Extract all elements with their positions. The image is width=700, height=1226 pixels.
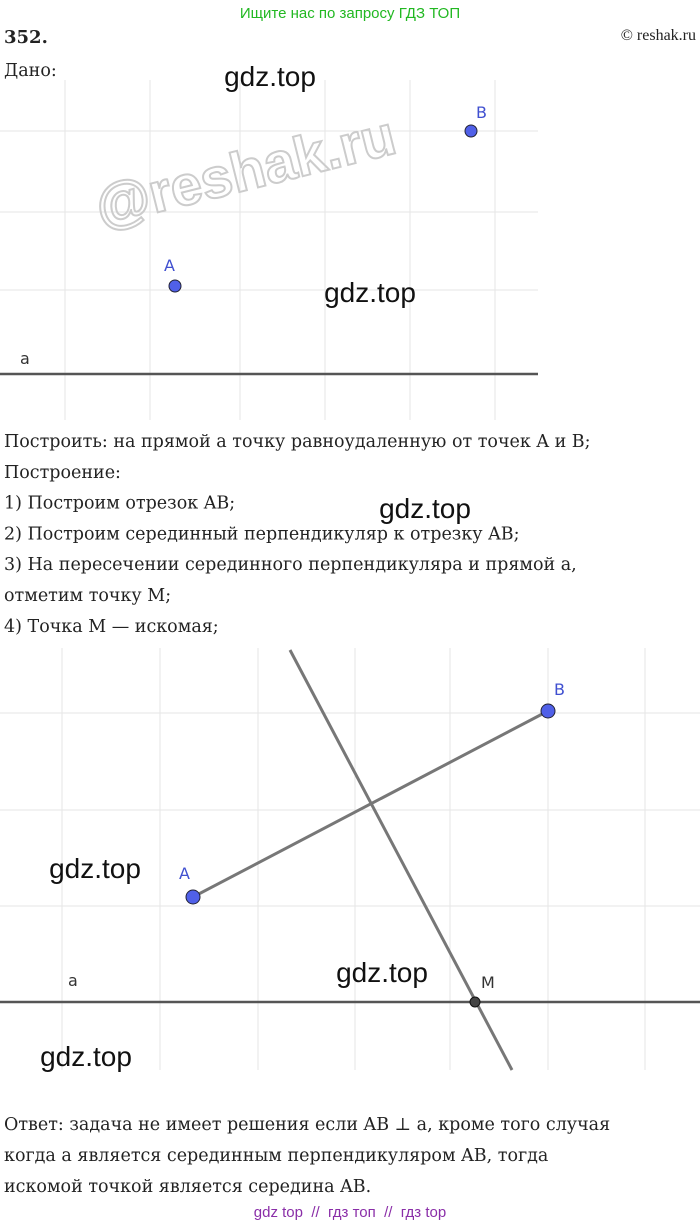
footer: gdz top // гдз топ // гдз top xyxy=(254,1204,446,1221)
text-line: 2) Построим серединный перпендикуляр к о… xyxy=(4,524,520,544)
watermark: gdz.top xyxy=(324,277,416,308)
label-b: B xyxy=(476,103,487,122)
banner: Ищите нас по запросу ГДЗ ТОП xyxy=(240,5,460,22)
construction-text: Построить: на прямой a точку равноудален… xyxy=(4,432,591,637)
point-a xyxy=(168,279,182,293)
grid xyxy=(0,80,538,420)
grid xyxy=(0,648,700,1070)
point-b xyxy=(540,703,556,719)
watermarks: gdz.top gdz.top gdz.top gdz.top gdz.top gdz.t… xyxy=(40,61,471,1072)
label-a: A xyxy=(164,256,175,275)
label-line: a xyxy=(68,971,78,990)
label-b: B xyxy=(554,680,565,699)
text-line: 3) На пересечении серединного перпендику… xyxy=(4,555,577,575)
label-a: A xyxy=(179,864,190,883)
watermark: gdz.top xyxy=(224,61,316,92)
logo-watermark: @reshak.ru xyxy=(89,103,402,238)
text-line: 4) Точка M — искомая; xyxy=(4,617,219,637)
text-line: отметим точку M; xyxy=(4,586,171,606)
watermark: gdz.top xyxy=(40,1041,132,1072)
text-line: Ответ: задача не имеет решения если AB ⊥… xyxy=(4,1115,610,1135)
text-line: 1) Построим отрезок AB; xyxy=(4,494,235,514)
label-line: a xyxy=(20,349,30,368)
point-b xyxy=(464,124,478,138)
watermark: gdz.top xyxy=(379,493,471,524)
point-a xyxy=(185,889,201,905)
given-label: Дано: xyxy=(4,61,57,81)
text-line: Построить: на прямой a точку равноудален… xyxy=(4,432,591,452)
copyright: © reshak.ru xyxy=(621,27,696,44)
text-line: искомой точкой является середина AB. xyxy=(4,1177,371,1197)
text-line: когда a является серединным перпендикуля… xyxy=(4,1146,548,1166)
watermark: gdz.top xyxy=(336,957,428,988)
label-m: M xyxy=(481,973,495,992)
text-line: Построение: xyxy=(4,463,121,483)
task-number: 352. xyxy=(4,27,48,48)
watermark: gdz.top xyxy=(49,853,141,884)
point-m xyxy=(469,996,481,1008)
answer-text: Ответ: задача не имеет решения если AB ⊥… xyxy=(4,1115,610,1197)
